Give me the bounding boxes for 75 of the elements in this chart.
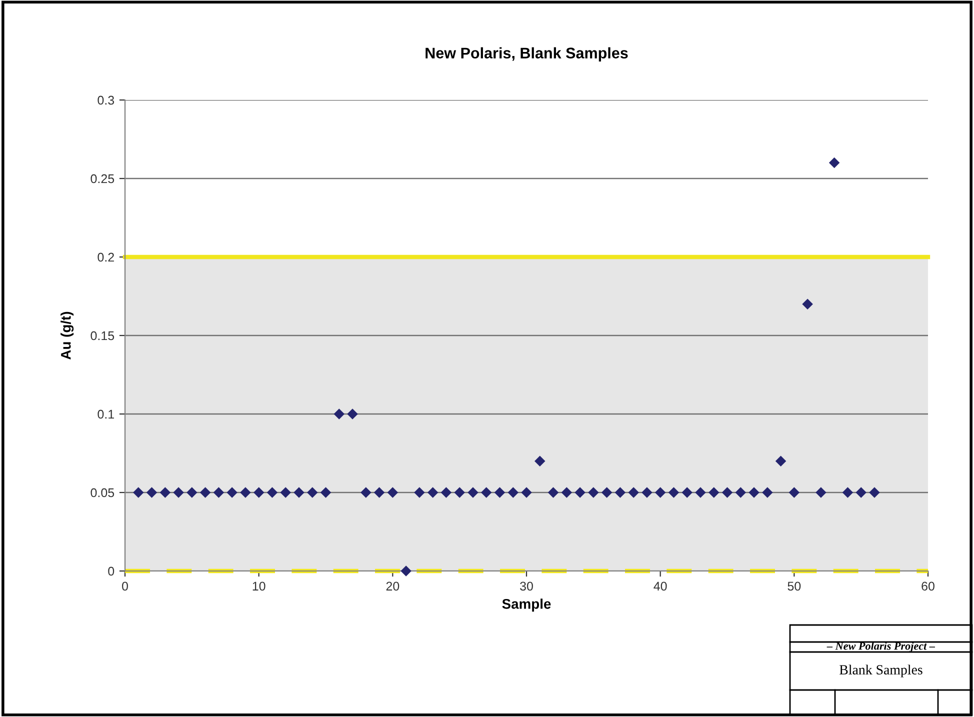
point — [802, 298, 813, 310]
point — [360, 487, 372, 498]
chart-title: New Polaris, Blank Samples — [426, 47, 628, 62]
x-tick-label: 40 — [654, 582, 667, 591]
x-tick-label: 0 — [122, 582, 128, 591]
point — [253, 487, 264, 498]
point — [508, 487, 518, 498]
point — [494, 487, 506, 498]
text: – New Polaris Project – — [826, 642, 935, 652]
point — [334, 408, 345, 420]
point — [614, 487, 626, 498]
point — [306, 487, 318, 498]
point — [280, 487, 291, 498]
point — [762, 487, 773, 498]
point — [400, 566, 412, 576]
point — [213, 487, 224, 498]
y-tick-label: 0.05 — [90, 488, 114, 498]
y-axis-title: Au (g/t) — [60, 312, 74, 360]
point — [521, 487, 532, 498]
point — [146, 487, 158, 498]
point — [856, 487, 866, 498]
text: Blank Samples — [840, 664, 922, 678]
x-tick-label: 60 — [922, 582, 934, 591]
point — [816, 487, 826, 498]
point — [775, 456, 786, 466]
point — [561, 487, 572, 498]
point — [186, 487, 198, 498]
point — [869, 487, 880, 498]
point — [748, 487, 760, 498]
point — [642, 487, 652, 498]
point — [788, 487, 800, 498]
point — [548, 487, 559, 498]
point — [708, 487, 720, 498]
point — [160, 487, 171, 498]
x-tick-label: 10 — [252, 582, 266, 591]
point — [240, 487, 251, 498]
point — [695, 487, 706, 498]
point — [440, 487, 452, 498]
point — [347, 408, 358, 420]
y-tick-label: 0.25 — [90, 174, 114, 184]
point — [374, 487, 385, 498]
point — [427, 487, 438, 498]
point — [468, 487, 478, 498]
point — [682, 487, 692, 498]
x-axis-title: Sample — [502, 598, 551, 612]
point — [414, 487, 425, 498]
point — [294, 487, 304, 498]
point — [628, 487, 639, 498]
point — [480, 487, 492, 498]
y-tick-label: 0.2 — [98, 252, 114, 262]
point — [668, 487, 680, 498]
point — [173, 487, 184, 498]
point — [722, 487, 733, 498]
point — [654, 487, 666, 498]
point — [320, 487, 332, 498]
point — [601, 487, 612, 498]
point — [454, 487, 465, 498]
point — [735, 487, 746, 498]
x-tick-label: 30 — [520, 582, 533, 591]
point — [226, 487, 238, 498]
y-tick-label: 0 — [108, 566, 114, 576]
point — [133, 487, 144, 498]
point — [387, 487, 398, 498]
point — [828, 157, 840, 168]
point — [200, 487, 211, 498]
point — [574, 487, 586, 498]
y-tick-label: 0.3 — [98, 96, 114, 105]
point — [842, 487, 854, 498]
point — [588, 487, 599, 498]
x-tick-label: 20 — [386, 582, 400, 591]
point — [266, 487, 278, 498]
point — [534, 456, 546, 466]
y-tick-label: 0.1 — [98, 410, 114, 419]
y-tick-label: 0.15 — [90, 331, 114, 340]
x-tick-label: 50 — [788, 582, 801, 591]
